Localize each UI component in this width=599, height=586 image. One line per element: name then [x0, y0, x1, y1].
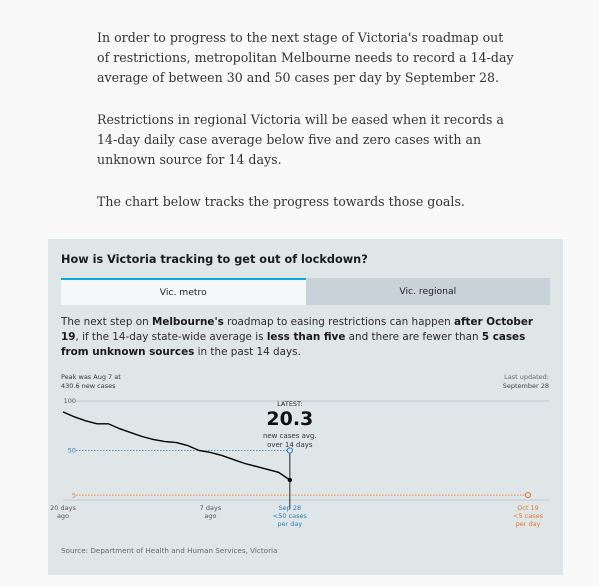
desc-text: in the past 14 days. [194, 346, 301, 358]
desc-text: The next step on [61, 316, 152, 328]
x-tick-label: 20 days [50, 504, 76, 512]
x-tick-label: <5 cases [513, 512, 544, 520]
desc-bold: less than five [266, 331, 346, 343]
last-updated-label: Last updated: [504, 373, 549, 381]
article-paragraph: Restrictions in regional Victoria will b… [97, 112, 504, 167]
tab-vic-metro[interactable]: Vic. metro [61, 278, 306, 305]
latest-subtext: over 14 days [267, 441, 313, 449]
x-tick-label: per day [277, 520, 302, 528]
region-tabs: Vic. metro Vic. regional [61, 278, 550, 305]
target-marker-5 [524, 491, 532, 499]
target-marker-50 [286, 447, 293, 454]
peak-note-line: Peak was Aug 7 at [61, 373, 121, 381]
last-updated-date: September 28 [503, 382, 549, 390]
latest-value: 20.3 [266, 408, 313, 430]
x-tick-label: <50 cases [273, 512, 308, 520]
x-tick-label: 7 days [200, 504, 222, 512]
y-tick-label: 100 [64, 397, 76, 405]
desc-bold: after October 19 [61, 316, 533, 343]
x-tick-label: per day [516, 520, 541, 528]
x-tick-label: Oct 19 [517, 504, 539, 512]
lockdown-tracker-widget: How is Victoria tracking to get out of l… [48, 239, 563, 575]
desc-text: and there are fewer than [345, 331, 482, 343]
chart-plot-area: 100 50 5 LATEST:20.3 new cases avg.over 14 d… [50, 397, 549, 528]
article-paragraph: In order to progress to the next stage o… [97, 30, 514, 85]
latest-subtext: new cases avg. [263, 432, 317, 440]
desc-bold: Melbourne's [151, 316, 224, 328]
desc-bold: 5 cases from unknown sources [61, 331, 526, 358]
desc-text: roadmap to easing restrictions can happe… [223, 316, 454, 328]
latest-heading: LATEST: [277, 400, 302, 408]
y-tick-label: 5 [72, 491, 76, 499]
widget-title: How is Victoria tracking to get out of l… [61, 253, 368, 266]
article-body: In order to progress to the next stage o… [97, 28, 517, 234]
desc-text: , if the 14-day state-wide average is [75, 331, 267, 343]
latest-point [287, 477, 293, 483]
article-paragraph: The chart below tracks the progress towa… [97, 194, 465, 209]
y-tick-label: 50 [68, 447, 76, 455]
tab-vic-regional[interactable]: Vic. regional [305, 278, 550, 305]
chart-source: Source: Department of Health and Human S… [61, 546, 278, 555]
x-tick-label: Sep 28 [279, 504, 302, 512]
case-average-line [62, 411, 291, 481]
case-average-chart: Peak was Aug 7 at 430.6 new cases Last u… [50, 373, 549, 528]
x-tick-label: ago [204, 512, 216, 520]
x-tick-label: ago [57, 512, 69, 520]
chart-description: The next step on Melbourne's roadmap to … [61, 315, 553, 360]
peak-note-line: 430.6 new cases [61, 382, 116, 390]
